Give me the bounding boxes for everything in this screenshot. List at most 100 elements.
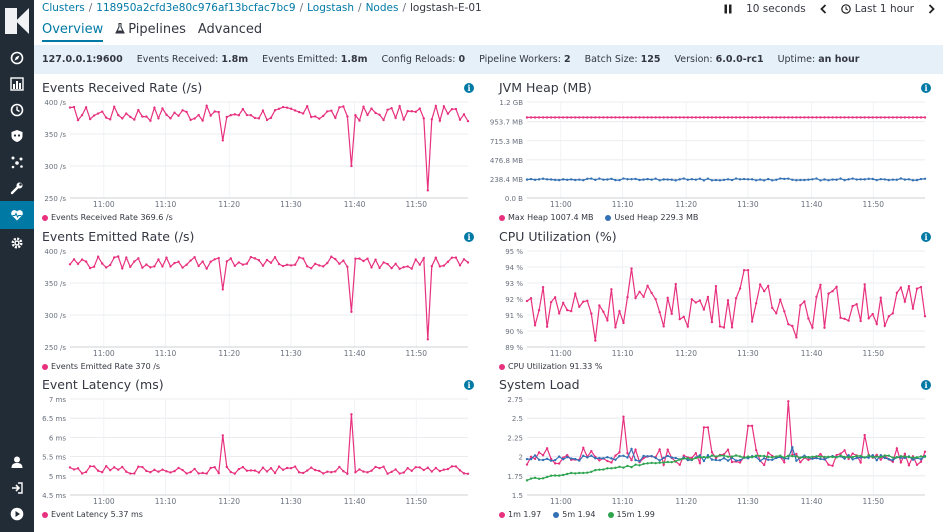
legend-swatch [42,511,48,518]
data-point [670,178,673,181]
data-point [738,178,742,181]
data-point [590,116,593,119]
data-point [297,110,301,114]
monitoring-icon[interactable] [0,201,34,229]
data-point [666,460,669,464]
kibana-logo[interactable] [5,8,29,34]
data-point [626,295,629,299]
data-point [529,457,533,461]
info-icon[interactable]: i [921,232,931,242]
legend-item[interactable]: Used Heap 229.3 MB [605,213,698,222]
logout-icon[interactable] [0,475,34,501]
data-point [827,292,830,295]
discover-icon[interactable] [0,45,34,71]
data-point [529,455,533,459]
breadcrumb-clusters[interactable]: Clusters [42,2,85,14]
series-line-1m [526,401,926,468]
legend-item[interactable]: Events Emitted Rate 370 /s [42,362,160,371]
data-point [807,178,810,181]
data-point [257,471,261,474]
refresh-interval[interactable]: 10 seconds [746,3,806,15]
data-point [879,454,882,457]
info-icon[interactable]: i [921,380,931,390]
data-point [390,267,393,270]
data-point [610,461,613,464]
data-point [791,116,794,119]
data-point [201,119,204,122]
data-point [318,264,321,267]
info-icon[interactable]: i [464,232,474,242]
data-point [598,459,601,462]
data-point [779,298,782,301]
legend-item[interactable]: 1m 1.97 [499,510,541,519]
info-icon[interactable]: i [464,83,474,93]
graph-icon[interactable] [0,149,34,175]
data-point [618,454,621,458]
data-point [795,336,798,339]
data-point [265,258,269,262]
data-point [767,455,770,459]
legend-item[interactable]: CPU Utilization 91.33 % [499,362,602,371]
data-point [338,106,341,109]
data-point [346,472,349,475]
pause-icon[interactable] [724,4,732,14]
data-point [570,178,573,181]
breadcrumb-nodes[interactable]: Nodes [365,2,399,14]
data-point [237,261,241,264]
data-point [911,458,915,461]
info-icon[interactable]: i [921,83,931,93]
timelion-icon[interactable] [0,97,34,123]
data-point [911,116,915,119]
data-point [907,455,911,459]
data-point [72,258,76,261]
info-icon[interactable]: i [464,380,474,390]
data-point [72,468,76,471]
data-point [646,116,649,119]
data-point [310,267,313,270]
legend-item[interactable]: 5m 1.94 [553,510,596,519]
data-point [899,455,903,458]
legend-item[interactable]: Event Latency 5.37 ms [42,510,143,519]
gear-icon[interactable] [0,230,34,256]
tab-pipelines[interactable]: Pipelines [115,22,186,42]
data-point [610,457,613,460]
data-point [666,296,669,300]
data-point [686,456,690,460]
data-point [614,458,617,461]
data-point [322,114,325,118]
chevron-right-icon[interactable] [928,4,935,14]
data-point [241,107,245,111]
chevron-left-icon[interactable] [819,4,827,14]
breadcrumb-cluster[interactable]: 118950a2cfd3e80c976af13bcfac7bc9 [96,2,296,14]
data-point [189,259,192,262]
data-point [915,178,919,182]
tab-advanced[interactable]: Advanced [197,22,263,37]
wrench-icon[interactable] [0,175,34,201]
legend-item[interactable]: Max Heap 1007.4 MB [499,213,593,222]
data-point [863,116,866,119]
data-point [670,460,673,464]
bar-chart-icon[interactable] [0,71,34,97]
breadcrumb-logstash[interactable]: Logstash [307,2,355,14]
play-icon[interactable] [0,501,34,527]
legend-item[interactable]: 15m 1.99 [607,510,655,519]
shield-icon[interactable] [0,123,34,149]
data-point [100,470,104,474]
legend-item[interactable]: Events Received Rate 369.6 /s [42,213,173,222]
data-point [394,116,397,120]
data-point [418,107,421,110]
tab-overview[interactable]: Overview [42,22,104,42]
data-point [867,177,870,181]
data-point [895,116,899,119]
data-point [823,326,826,329]
data-point [362,259,365,263]
data-point [642,178,645,181]
time-range-picker[interactable]: Last 1 hour [840,3,914,15]
user-icon[interactable] [0,449,34,475]
data-point [646,455,649,458]
data-point [342,259,345,262]
data-point [642,462,645,466]
data-point [642,454,645,458]
data-point [859,461,862,464]
data-point [698,116,702,119]
